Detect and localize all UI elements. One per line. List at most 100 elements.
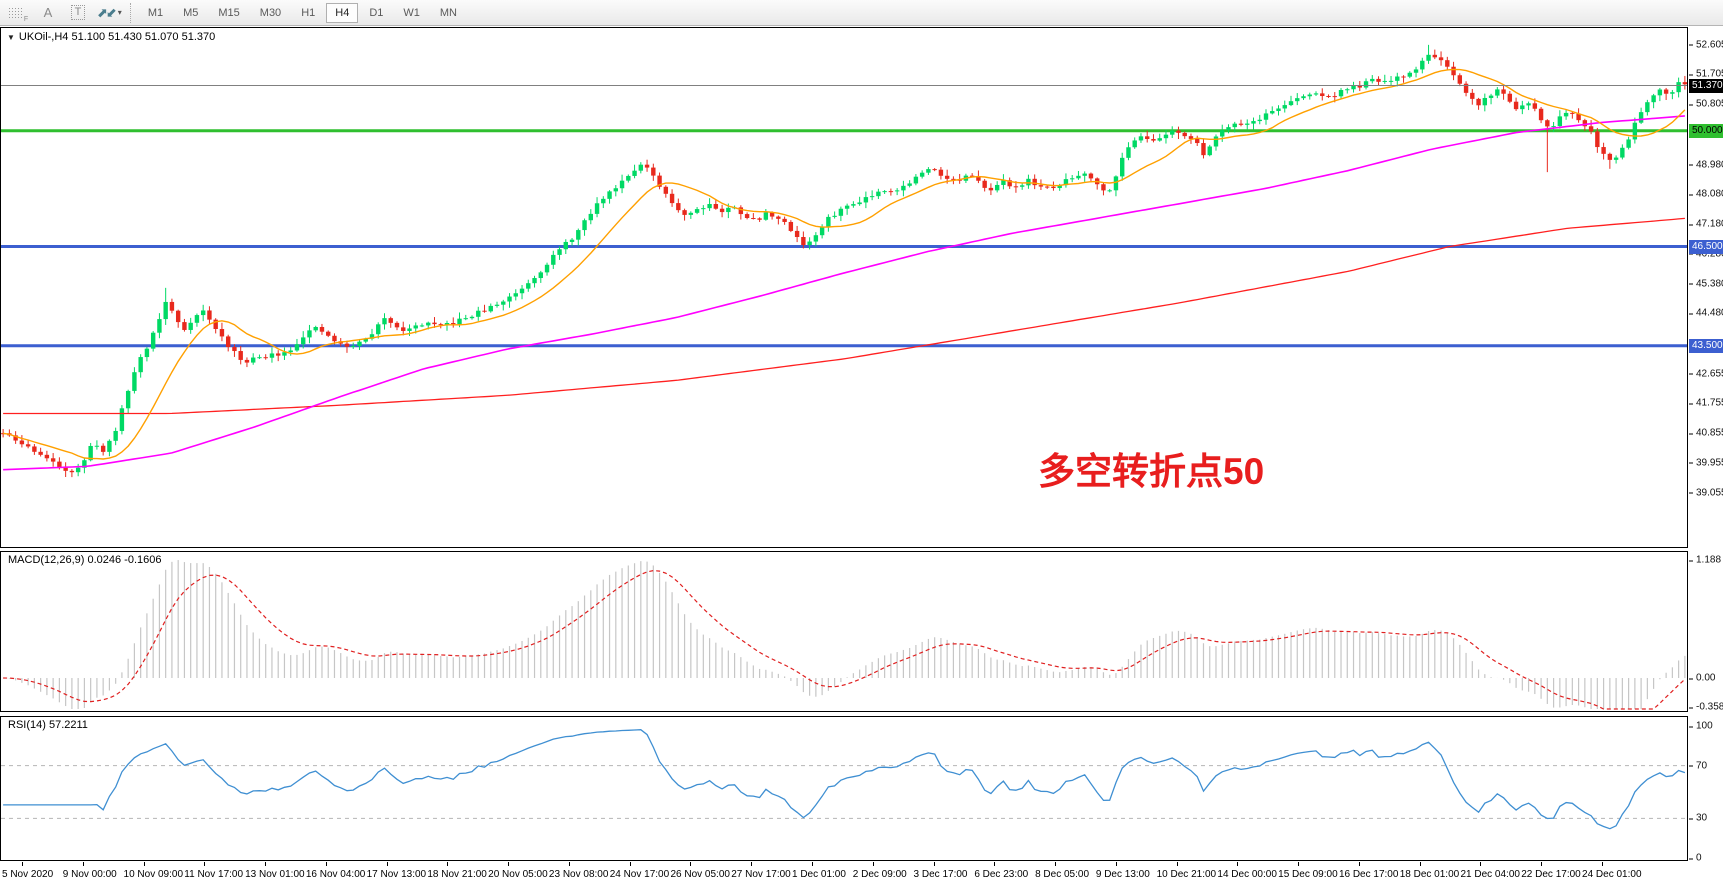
time-tick [204, 862, 206, 866]
axis-tick-label: 44.480 [1689, 308, 1723, 319]
time-label: 21 Dec 04:00 [1460, 869, 1520, 880]
time-label: 6 Dec 23:00 [974, 869, 1029, 880]
time-label: 16 Nov 04:00 [305, 869, 366, 880]
annotation-text: 多空转折点50 [1038, 451, 1265, 492]
time-label: 2 Dec 09:00 [852, 869, 907, 880]
axis-tick-label: 0.00 [1689, 673, 1715, 684]
time-label: 24 Nov 17:00 [609, 869, 670, 880]
grid-subscript: F [23, 15, 29, 23]
price-badge: 43.500 [1689, 338, 1723, 353]
timeframe-h4[interactable]: H4 [326, 2, 359, 23]
price-chart-panel[interactable] [0, 27, 1688, 548]
time-tick [1602, 862, 1604, 866]
time-label: 24 Dec 01:00 [1582, 869, 1642, 880]
axis-tick-label: 45.380 [1689, 278, 1723, 289]
symbol-dropdown-icon[interactable]: ▼ [7, 33, 15, 42]
time-label: 9 Nov 00:00 [62, 869, 117, 880]
timeframe-h1[interactable]: H1 [292, 3, 324, 23]
timeframe-m1[interactable]: M1 [139, 3, 172, 23]
axis-tick-label: 50.805 [1689, 99, 1723, 110]
time-tick [508, 862, 510, 866]
rsi-panel[interactable] [0, 716, 1688, 861]
axis-tick-label: 39.055 [1689, 487, 1723, 498]
time-tick [82, 862, 84, 866]
axis-tick-label: 51.705 [1689, 69, 1723, 80]
timeframe-m15[interactable]: M15 [209, 3, 248, 23]
time-label: 10 Dec 21:00 [1156, 869, 1217, 880]
time-tick [22, 862, 23, 866]
time-tick [933, 862, 935, 866]
time-label: 20 Nov 05:00 [488, 869, 548, 880]
timeframe-group: M1 M5 M15 M30 H1 H4 D1 W1 MN [138, 2, 467, 23]
timeframe-mn[interactable]: MN [431, 3, 466, 23]
time-tick [751, 862, 753, 866]
time-tick [325, 862, 327, 866]
time-label: 16 Dec 17:00 [1338, 869, 1399, 880]
time-label: 23 Nov 08:00 [548, 869, 609, 880]
time-label: 26 Nov 05:00 [670, 869, 730, 880]
time-tick [1176, 862, 1178, 866]
timeframe-w1[interactable]: W1 [394, 3, 429, 23]
dropdown-caret-icon: ▾ [117, 8, 122, 17]
time-label: 8 Dec 05:00 [1035, 869, 1090, 880]
time-label: 27 Nov 17:00 [731, 869, 791, 880]
timeframe-d1[interactable]: D1 [360, 3, 392, 23]
macd-panel[interactable] [0, 551, 1688, 712]
axis-tick-label: 48.080 [1689, 189, 1723, 200]
dotted-grid-icon [7, 7, 23, 18]
time-tick [143, 862, 145, 866]
time-tick [1419, 862, 1421, 866]
price-badge: 51.370 [1689, 78, 1723, 93]
axis-tick-label: 70 [1689, 760, 1707, 771]
time-label: 5 Nov 2020 [2, 869, 54, 880]
rsi-label: RSI(14) 57.2211 [8, 719, 88, 731]
time-tick [690, 862, 692, 866]
axis-tick-label: 30 [1689, 813, 1707, 824]
axis-tick-label: 100 [1689, 721, 1713, 732]
time-tick [872, 862, 874, 866]
time-tick [629, 862, 631, 866]
time-label: 17 Nov 13:00 [366, 869, 427, 880]
time-tick [1055, 862, 1057, 866]
toolbar-drag-handle-icon[interactable]: F [6, 2, 30, 24]
time-tick [1298, 862, 1300, 866]
time-label: 22 Dec 17:00 [1521, 869, 1581, 880]
time-label: 3 Dec 17:00 [913, 869, 968, 880]
axis-tick-label: 52.605 [1689, 39, 1723, 50]
time-label: 18 Dec 01:00 [1399, 869, 1460, 880]
time-axis: 5 Nov 2020 9 Nov 00:00 10 Nov 09:00 11 Nov … [0, 862, 1723, 890]
toolbar-separator [129, 2, 132, 23]
time-tick [1480, 862, 1482, 866]
timeframe-m5[interactable]: M5 [174, 3, 207, 23]
axis-tick-label: 1.188 [1689, 555, 1721, 566]
axis-tick-label: 42.655 [1689, 368, 1723, 379]
time-tick [265, 862, 267, 866]
time-tick [812, 862, 813, 866]
cycle-tool-button[interactable]: ⬈⬋ ▾ [96, 2, 123, 24]
price-badge: 46.500 [1689, 239, 1723, 254]
timeframe-m30[interactable]: M30 [251, 3, 290, 23]
time-tick [568, 862, 570, 866]
time-label: 14 Dec 00:00 [1217, 869, 1277, 880]
toolbar: F A T ⬈⬋ ▾ M1 M5 M15 M30 H1 H4 D1 W1 MN [0, 0, 1723, 26]
time-tick [386, 862, 388, 866]
time-tick [447, 862, 449, 866]
axis-tick-label: 48.980 [1689, 159, 1723, 170]
time-tick [1237, 862, 1239, 866]
time-label: 1 Dec 01:00 [792, 869, 846, 880]
time-tick [1541, 862, 1543, 866]
time-label: 11 Nov 17:00 [184, 869, 244, 880]
text-box-icon: T [70, 5, 86, 20]
axis-tick-label: 46.280 [1689, 248, 1723, 259]
text-box-tool-button[interactable]: T [66, 2, 90, 24]
axis-tick-label: 47.180 [1689, 219, 1723, 230]
time-label: 9 Dec 13:00 [1095, 869, 1150, 880]
text-label-icon: A [43, 5, 53, 20]
time-tick [994, 862, 996, 866]
time-label: 18 Nov 21:00 [427, 869, 487, 880]
text-label-tool-button[interactable]: A [36, 2, 60, 24]
price-axis: 52.605 51.705 50.805 48.980 48.080 47.180 46.2… [1689, 27, 1723, 890]
time-label: 15 Dec 09:00 [1278, 869, 1338, 880]
symbol-header: ▼ UKOil-,H4 51.100 51.430 51.070 51.370 [7, 31, 215, 43]
axis-tick-label: 0 [1689, 853, 1702, 864]
